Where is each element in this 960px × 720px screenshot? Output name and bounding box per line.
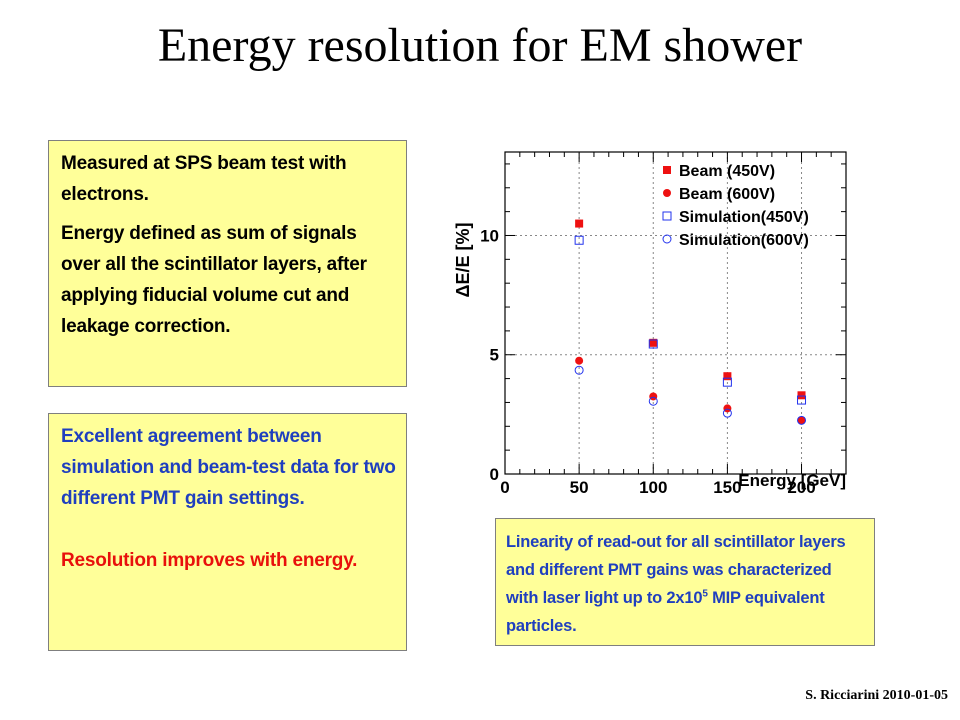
measured-info-box: Measured at SPS beam test with electrons… — [48, 140, 407, 387]
data-point-filled-circle — [723, 404, 732, 413]
linearity-text-end: MIP equivalent particles. — [506, 589, 825, 635]
agreement-paragraph: Excellent agreement between simulation a… — [61, 426, 396, 509]
data-point-filled-circle — [575, 356, 584, 365]
data-markers — [574, 219, 807, 425]
legend-label: Beam (600V) — [679, 186, 775, 203]
legend-label: Simulation(450V) — [679, 209, 809, 226]
data-point-open-circle — [648, 396, 658, 406]
data-point-filled-square — [723, 372, 732, 381]
legend-marker-filled-square — [663, 166, 671, 174]
legend-marker-open-square — [662, 211, 672, 221]
data-point-open-square — [722, 377, 732, 387]
data-point-filled-square — [797, 391, 806, 400]
energy-definition-paragraph: Energy defined as sum of signals over al… — [61, 223, 367, 337]
agreement-info-box: Excellent agreement between simulation a… — [48, 413, 407, 651]
x-tick-label: 50 — [570, 478, 589, 497]
y-axis-label: ΔE/E [%] — [453, 223, 473, 298]
x-tick-label: 150 — [713, 478, 741, 497]
x-tick-label: 200 — [787, 478, 815, 497]
data-point-filled-circle — [797, 416, 806, 425]
data-point-filled-square — [649, 338, 658, 347]
x-tick-label: 100 — [639, 478, 667, 497]
resolution-chart: 0 50 100 150 200 0 5 10 Beam (450V) Beam (600V) S… — [453, 151, 847, 497]
y-tick-label: 5 — [490, 346, 499, 365]
data-point-open-circle — [722, 408, 732, 418]
axis-ticks: 0 50 100 150 200 0 5 10 — [480, 152, 847, 497]
legend-label: Beam (450V) — [679, 163, 775, 180]
grid — [505, 152, 846, 474]
x-tick-label: 0 — [500, 478, 509, 497]
plot-frame — [504, 151, 847, 475]
linearity-info-box: Linearity of read-out for all scintillat… — [495, 518, 875, 646]
footer-credit: S. Ricciarini 2010-01-05 — [805, 688, 948, 703]
legend-label: Simulation(600V) — [679, 232, 809, 249]
x-axis-label: Energy [GeV] — [738, 471, 846, 490]
measured-paragraph: Measured at SPS beam test with electrons… — [61, 153, 347, 205]
data-point-filled-circle — [649, 392, 658, 401]
slide-title: Energy resolution for EM shower — [157, 19, 803, 72]
resolution-paragraph: Resolution improves with energy. — [61, 550, 358, 571]
y-tick-label: 10 — [480, 226, 499, 245]
data-point-open-square — [797, 395, 807, 405]
data-point-open-circle — [574, 365, 584, 375]
data-point-filled-square — [575, 219, 584, 228]
data-point-open-square — [574, 235, 584, 245]
data-point-open-circle — [797, 415, 807, 425]
linearity-text: Linearity of read-out for all scintillat… — [506, 533, 846, 607]
legend-marker-open-circle — [662, 234, 672, 244]
y-tick-label: 0 — [490, 465, 499, 484]
legend: Beam (450V) Beam (600V) Simulation(450V) Si… — [662, 163, 809, 249]
data-point-open-square — [648, 339, 658, 349]
legend-marker-filled-circle — [663, 189, 671, 197]
linearity-exponent: 5 — [702, 588, 708, 600]
